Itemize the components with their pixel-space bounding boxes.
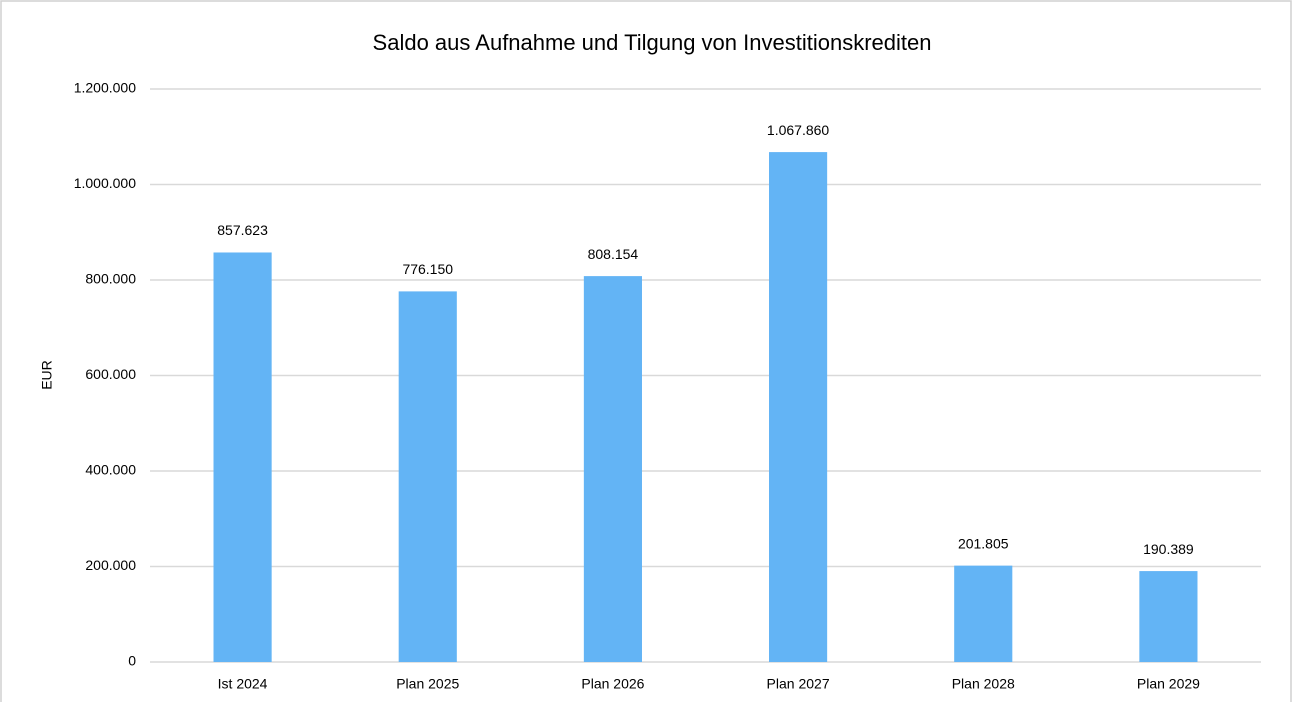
chart-title: Saldo aus Aufnahme und Tilgung von Inves… xyxy=(373,30,932,55)
y-tick-label: 600.000 xyxy=(85,366,136,382)
x-tick-label: Ist 2024 xyxy=(218,676,268,692)
value-label: 776.150 xyxy=(402,261,453,277)
y-tick-label: 800.000 xyxy=(85,271,136,287)
value-label: 201.805 xyxy=(958,535,1009,551)
x-tick-label: Plan 2027 xyxy=(767,676,830,692)
bar xyxy=(213,252,272,662)
x-tick-label: Plan 2025 xyxy=(396,676,459,692)
y-tick-label: 1.200.000 xyxy=(74,80,136,96)
x-tick-label: Plan 2028 xyxy=(952,676,1015,692)
x-tick-label: Plan 2026 xyxy=(581,676,644,692)
bar xyxy=(954,565,1013,662)
y-tick-label: 0 xyxy=(128,653,136,669)
bar xyxy=(398,291,457,662)
x-tick-label: Plan 2029 xyxy=(1137,676,1200,692)
bar xyxy=(1139,571,1198,662)
y-tick-label: 1.000.000 xyxy=(74,175,136,191)
y-tick-label: 400.000 xyxy=(85,462,136,478)
value-label: 857.623 xyxy=(217,222,268,238)
value-label: 190.389 xyxy=(1143,541,1194,557)
bar xyxy=(769,152,828,662)
y-tick-label: 200.000 xyxy=(85,557,136,573)
bar xyxy=(583,276,642,662)
y-axis-label: EUR xyxy=(39,360,55,390)
value-label: 808.154 xyxy=(588,246,639,262)
value-label: 1.067.860 xyxy=(767,122,829,138)
